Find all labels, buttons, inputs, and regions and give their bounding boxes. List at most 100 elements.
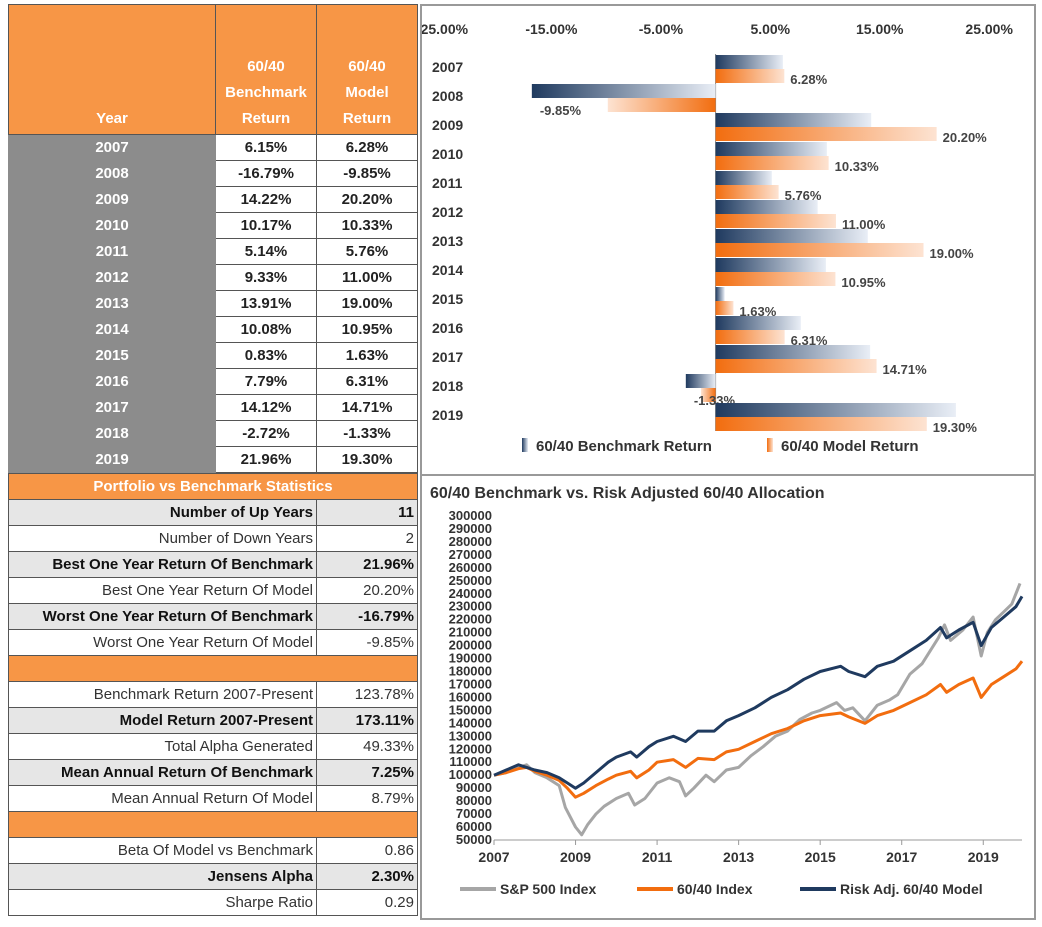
stat-row: Number of Down Years 2 bbox=[8, 525, 418, 552]
header-bench-line3: Return bbox=[241, 110, 291, 127]
model-return-cell: -9.85% bbox=[316, 160, 418, 187]
category-label: 2012 bbox=[432, 204, 463, 220]
stat-value: 8.79% bbox=[316, 785, 418, 812]
model-bar bbox=[701, 388, 716, 402]
statistics-group-1: Number of Up Years 11 Number of Down Years… bbox=[8, 499, 418, 656]
stat-label: Beta Of Model vs Benchmark bbox=[8, 837, 317, 864]
y-tick-label: 140000 bbox=[449, 715, 492, 730]
y-tick-label: 290000 bbox=[449, 521, 492, 536]
benchmark-bar bbox=[715, 55, 783, 69]
year-cell: 2009 bbox=[8, 186, 216, 213]
year-cell: 2011 bbox=[8, 238, 216, 265]
category-label: 2017 bbox=[432, 349, 463, 365]
benchmark-bar bbox=[715, 316, 801, 330]
data-label: 6.31% bbox=[791, 333, 828, 348]
stat-value: 20.20% bbox=[316, 577, 418, 604]
benchmark-bar bbox=[715, 287, 725, 301]
benchmark-return-cell: 13.91% bbox=[215, 290, 317, 317]
x-tick-label: 2013 bbox=[723, 849, 754, 865]
model-return-cell: 10.33% bbox=[316, 212, 418, 239]
year-row: 2012 9.33% 11.00% bbox=[8, 264, 418, 291]
stat-row: Worst One Year Return Of Benchmark -16.79… bbox=[8, 603, 418, 630]
model-bar bbox=[715, 330, 785, 344]
model-return-cell: 5.76% bbox=[316, 238, 418, 265]
stat-value: 173.11% bbox=[316, 707, 418, 734]
stat-label: Benchmark Return 2007-Present bbox=[8, 681, 317, 708]
y-tick-label: 110000 bbox=[449, 754, 492, 769]
left-panel: Year 60/40 Benchmark Return 60/40 Model … bbox=[8, 4, 418, 916]
header-model-line2: Model bbox=[345, 84, 389, 101]
benchmark-bar bbox=[715, 258, 826, 272]
category-label: 2007 bbox=[432, 59, 463, 75]
benchmark-bar bbox=[715, 113, 872, 127]
header-benchmark-return: 60/40 Benchmark Return bbox=[215, 4, 317, 135]
year-cell: 2013 bbox=[8, 290, 216, 317]
y-tick-label: 80000 bbox=[456, 793, 492, 808]
model-return-cell: 14.71% bbox=[316, 394, 418, 421]
stat-value: -9.85% bbox=[316, 629, 418, 656]
stat-label: Jensens Alpha bbox=[8, 863, 317, 890]
benchmark-return-cell: -16.79% bbox=[215, 160, 317, 187]
y-tick-label: 130000 bbox=[449, 728, 492, 743]
stat-row: Worst One Year Return Of Model -9.85% bbox=[8, 629, 418, 656]
model-bar bbox=[715, 214, 836, 228]
stat-label: Worst One Year Return Of Model bbox=[8, 629, 317, 656]
stat-value: 11 bbox=[316, 499, 418, 526]
stat-value: 21.96% bbox=[316, 551, 418, 578]
category-label: 2016 bbox=[432, 320, 463, 336]
stat-row: Best One Year Return Of Model 20.20% bbox=[8, 577, 418, 604]
stat-value: 123.78% bbox=[316, 681, 418, 708]
returns-table-header: Year 60/40 Benchmark Return 60/40 Model … bbox=[8, 4, 418, 135]
y-tick-label: 260000 bbox=[449, 560, 492, 575]
legend-model-swatch bbox=[767, 438, 773, 452]
stat-value: 7.25% bbox=[316, 759, 418, 786]
year-row: 2017 14.12% 14.71% bbox=[8, 394, 418, 421]
legend-label-2: Risk Adj. 60/40 Model bbox=[840, 881, 983, 897]
benchmark-return-cell: 5.14% bbox=[215, 238, 317, 265]
data-label: -9.85% bbox=[540, 103, 582, 118]
benchmark-return-cell: 14.12% bbox=[215, 394, 317, 421]
stat-value: 2.30% bbox=[316, 863, 418, 890]
y-tick-label: 240000 bbox=[449, 586, 492, 601]
legend-benchmark-label: 60/40 Benchmark Return bbox=[536, 438, 712, 455]
stat-label: Worst One Year Return Of Benchmark bbox=[8, 603, 317, 630]
x-tick-label: -25.00% bbox=[422, 21, 469, 37]
returns-table: Year 60/40 Benchmark Return 60/40 Model … bbox=[8, 4, 418, 473]
y-tick-label: 300000 bbox=[449, 508, 492, 523]
x-tick-label: 5.00% bbox=[750, 21, 790, 37]
y-tick-label: 220000 bbox=[449, 612, 492, 627]
header-year: Year bbox=[8, 4, 216, 135]
year-row: 2011 5.14% 5.76% bbox=[8, 238, 418, 265]
model-return-cell: 19.30% bbox=[316, 446, 418, 473]
benchmark-bar bbox=[531, 84, 716, 98]
benchmark-return-cell: 7.79% bbox=[215, 368, 317, 395]
y-tick-label: 120000 bbox=[449, 741, 492, 756]
x-tick-label: 25.00% bbox=[965, 21, 1013, 37]
y-tick-label: 90000 bbox=[456, 780, 492, 795]
series-line-2 bbox=[493, 595, 1024, 790]
year-row: 2008 -16.79% -9.85% bbox=[8, 160, 418, 187]
data-label: 19.30% bbox=[933, 420, 978, 435]
year-row: 2010 10.17% 10.33% bbox=[8, 212, 418, 239]
x-tick-label: -15.00% bbox=[525, 21, 578, 37]
benchmark-bar bbox=[715, 345, 871, 359]
benchmark-return-cell: 9.33% bbox=[215, 264, 317, 291]
bar-chart: -25.00% -15.00% -5.00% 5.00% 15.00% 25.00% 200… bbox=[416, 21, 1014, 455]
line-chart: 60/40 Benchmark vs. Risk Adjusted 60/40 … bbox=[430, 485, 1024, 897]
benchmark-bar bbox=[715, 142, 827, 156]
stat-label: Mean Annual Return Of Benchmark bbox=[8, 759, 317, 786]
stat-row: Model Return 2007-Present 173.11% bbox=[8, 707, 418, 734]
stat-row: Mean Annual Return Of Benchmark 7.25% bbox=[8, 759, 418, 786]
y-tick-label: 250000 bbox=[449, 573, 492, 588]
data-label: 20.20% bbox=[943, 130, 988, 145]
model-bar bbox=[715, 359, 877, 373]
model-return-cell: 1.63% bbox=[316, 342, 418, 369]
line-chart-panel: 60/40 Benchmark vs. Risk Adjusted 60/40 … bbox=[420, 474, 1036, 920]
header-model-line3: Return bbox=[342, 110, 392, 127]
header-bench-line2: Benchmark bbox=[225, 84, 307, 101]
stat-row: Benchmark Return 2007-Present 123.78% bbox=[8, 681, 418, 708]
x-tick-label: 2007 bbox=[478, 849, 509, 865]
model-return-cell: -1.33% bbox=[316, 420, 418, 447]
data-label: 10.33% bbox=[835, 159, 880, 174]
benchmark-return-cell: 0.83% bbox=[215, 342, 317, 369]
